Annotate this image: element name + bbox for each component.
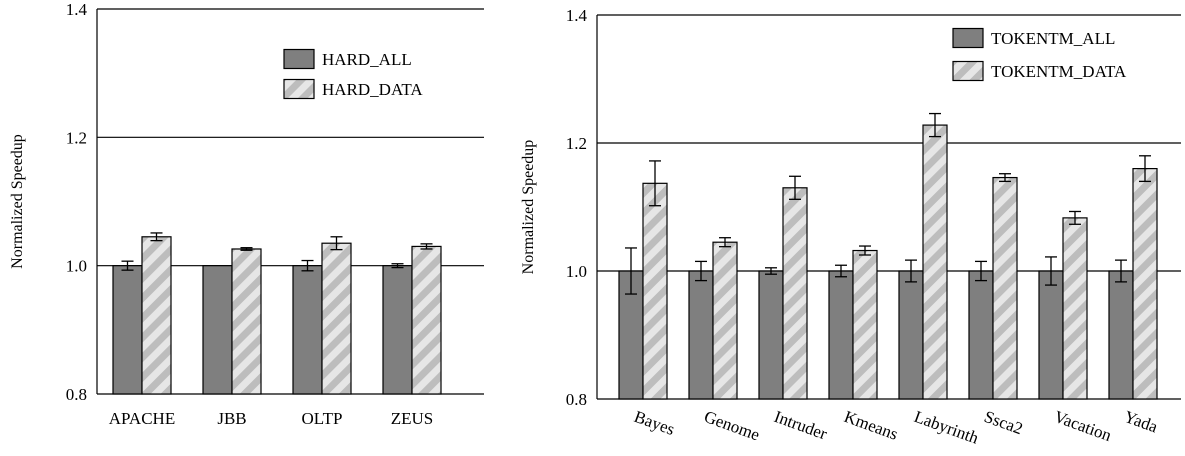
- right-y-axis-title: Normalized Speedup: [520, 140, 537, 275]
- legend-swatch-hard-all: [283, 48, 315, 70]
- x-tick-label: Kmeans: [842, 407, 901, 444]
- left-y-tick-labels: 0.8 1.0 1.2 1.4: [66, 0, 88, 404]
- legend-swatch-hard-data: [283, 78, 315, 100]
- right-chart: 0.8 1.0 1.2 1.4 Bayes Genome Intruder Kmeans La…: [520, 6, 1181, 448]
- bar-tokentm-all: [1038, 270, 1064, 400]
- bar-tokentm-all: [688, 270, 714, 400]
- bar-tokentm-data: [782, 187, 808, 400]
- legend-label-hard-data: HARD_DATA: [322, 80, 423, 99]
- left-chart: 0.8 1.0 1.2 1.4 APACHE JBB OLTP ZEUS Normalize…: [9, 0, 484, 428]
- left-x-tick-labels: APACHE JBB OLTP ZEUS: [109, 409, 433, 428]
- bar-tokentm-all: [1108, 270, 1134, 400]
- bar-tokentm-data: [1132, 168, 1158, 400]
- y-tick-label: 1.4: [566, 6, 588, 25]
- x-tick-label: Genome: [702, 407, 763, 445]
- bar-tokentm-data: [1062, 217, 1088, 400]
- right-bars: [618, 124, 1158, 400]
- y-tick-label: 1.4: [66, 0, 88, 19]
- legend-swatch-tokentm-data: [952, 60, 984, 82]
- x-tick-label: ZEUS: [391, 409, 434, 428]
- x-tick-label: Labyrinth: [912, 407, 982, 448]
- bar-tokentm-data: [922, 124, 948, 400]
- bar-hard-data: [321, 242, 352, 395]
- bar-hard-all: [292, 265, 323, 395]
- legend-swatch-tokentm-all: [952, 27, 984, 49]
- y-tick-label: 1.2: [66, 128, 87, 147]
- bar-hard-all: [382, 265, 413, 395]
- x-tick-label: Ssca2: [982, 407, 1026, 438]
- bar-hard-data: [411, 245, 442, 395]
- x-tick-label: APACHE: [109, 409, 175, 428]
- x-tick-label: OLTP: [302, 409, 343, 428]
- y-tick-label: 1.0: [66, 257, 87, 276]
- left-legend: HARD_ALL HARD_DATA: [283, 48, 423, 100]
- legend-label-hard-all: HARD_ALL: [322, 50, 412, 69]
- right-legend: TOKENTM_ALL TOKENTM_DATA: [952, 27, 1127, 82]
- x-tick-label: Bayes: [632, 407, 678, 439]
- x-tick-label: JBB: [217, 409, 246, 428]
- left-error-bars: [121, 232, 433, 272]
- bar-hard-all: [202, 265, 233, 395]
- right-y-tick-labels: 0.8 1.0 1.2 1.4: [566, 6, 588, 409]
- bar-tokentm-data: [712, 241, 738, 400]
- bar-tokentm-data: [852, 249, 878, 400]
- bar-hard-all: [112, 265, 143, 395]
- left-y-axis-title: Normalized Speedup: [9, 134, 26, 269]
- legend-label-tokentm-all: TOKENTM_ALL: [991, 29, 1115, 48]
- y-tick-label: 1.2: [566, 134, 587, 153]
- bar-tokentm-all: [828, 270, 854, 400]
- right-error-bars: [625, 112, 1151, 295]
- y-tick-label: 1.0: [566, 262, 587, 281]
- bar-tokentm-data: [992, 176, 1018, 400]
- y-tick-label: 0.8: [566, 390, 587, 409]
- bar-tokentm-all: [898, 270, 924, 400]
- bar-hard-data: [231, 248, 262, 395]
- right-x-tick-labels: Bayes Genome Intruder Kmeans Labyrinth Ssca2 V…: [632, 407, 1161, 448]
- x-tick-label: Yada: [1122, 407, 1161, 437]
- y-tick-label: 0.8: [66, 385, 87, 404]
- x-tick-label: Vacation: [1052, 407, 1115, 445]
- bar-tokentm-all: [968, 270, 994, 400]
- bar-tokentm-all: [758, 270, 784, 400]
- bar-tokentm-data: [642, 182, 668, 400]
- bar-hard-data: [141, 236, 172, 395]
- legend-label-tokentm-data: TOKENTM_DATA: [991, 62, 1127, 81]
- x-tick-label: Intruder: [772, 407, 830, 444]
- left-bars: [112, 236, 442, 395]
